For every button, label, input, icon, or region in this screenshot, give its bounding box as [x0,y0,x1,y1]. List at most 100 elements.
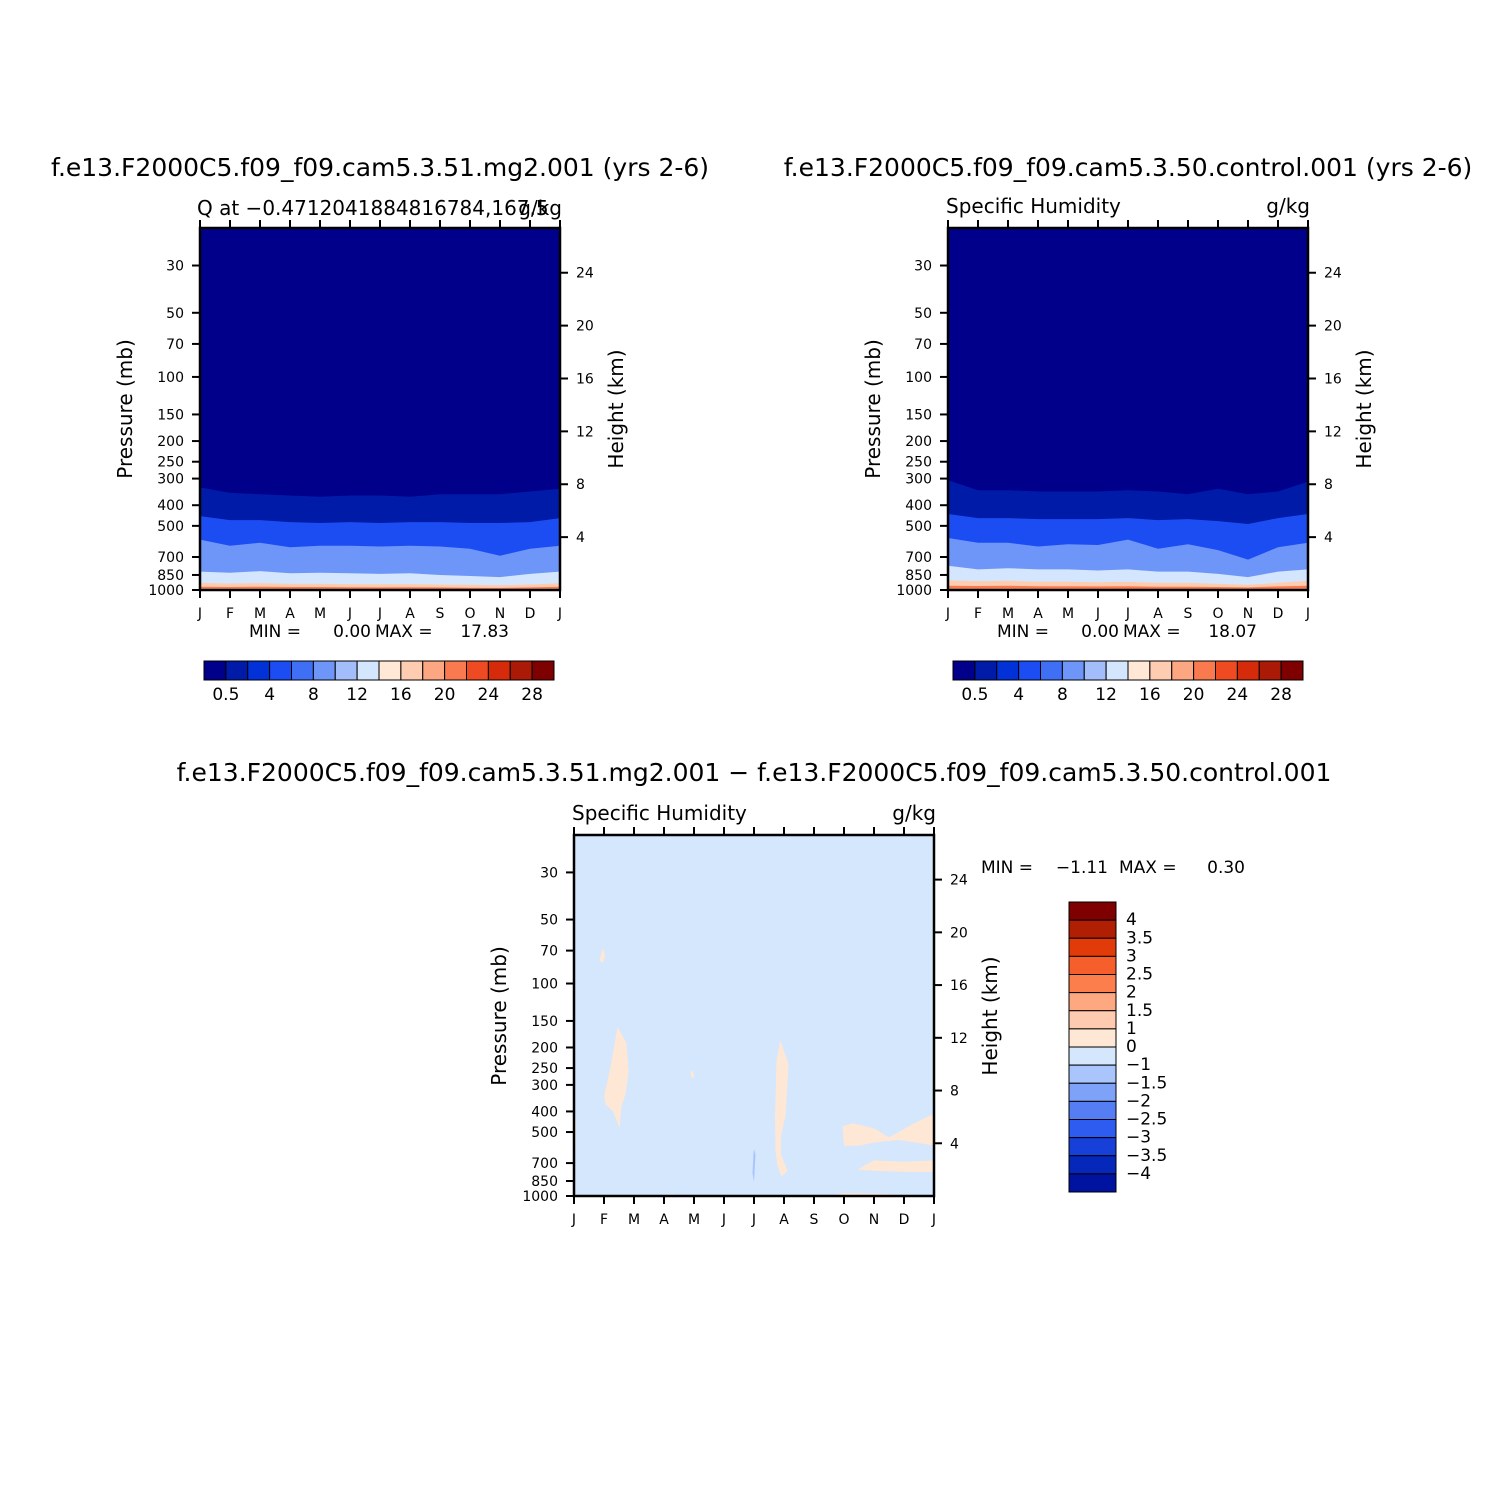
difference-x-tick-label: O [838,1212,849,1228]
control-colorbar-box [952,660,976,681]
control-colorbar-box [996,660,1020,681]
difference-colorbar-box [1068,1100,1117,1120]
control-colorbar-box [1127,660,1151,681]
difference-max-label: MAX = [1119,858,1177,878]
difference-title: f.e13.F2000C5.f09_f09.cam5.3.51.mg2.001 … [177,758,1332,787]
test-x-tick-label: N [495,606,505,622]
test-plot [200,228,560,590]
control-left-label: Specific Humidity [946,194,1121,218]
test-y-right-tick-label: 16 [576,371,594,387]
control-y-right-tick-label: 20 [1324,319,1342,335]
test-x-tick-label: J [347,606,352,622]
test-colorbar-label: 4 [264,685,275,705]
control-colorbar-box [1236,660,1260,681]
control-x-tick-label: J [945,606,950,622]
test-colorbar: 0.5 4 8 12 16 20 24 28 [203,660,555,705]
test-colorbar-box [400,660,424,681]
control-units-label: g/kg [1266,194,1310,218]
difference-ylabel-right: Height (km) [978,956,1002,1075]
control-x-tick-label: M [1002,606,1014,622]
test-y-tick-label: 850 [157,568,184,584]
difference-y-tick-label: 300 [531,1078,558,1094]
difference-colorbar-label: −1 [1126,1055,1151,1075]
difference-max-value: 0.30 [1207,858,1245,878]
control-x-tick-label: D [1273,606,1284,622]
test-x-tick-label: D [525,606,536,622]
test-colorbar-box [247,660,271,681]
difference-positive-region [690,1069,694,1078]
control-y-tick-label: 700 [905,550,932,566]
difference-y-tick-label: 50 [540,913,558,929]
control-x-tick-label: M [1062,606,1074,622]
test-colorbar-box [444,660,467,681]
test-colorbar-box [312,660,336,681]
control-colorbar-label: 24 [1227,685,1249,705]
control-y-tick-label: 150 [905,407,932,423]
test-colorbar-box [225,660,249,681]
difference-colorbar-box [1068,919,1117,939]
control-x-tick-label: N [1243,606,1253,622]
control-y-tick-label: 30 [914,259,932,275]
difference-min-label: MIN = [981,858,1033,878]
difference-y-tick-label: 850 [531,1174,558,1190]
difference-colorbar-box [1068,937,1117,957]
difference-colorbar-label: 2 [1126,983,1137,1003]
difference-colorbar-label: 1.5 [1126,1001,1153,1021]
control-x-tick-label: J [1095,606,1100,622]
difference-x-tick-label: F [600,1212,608,1228]
difference-y-right-tick-label: 8 [950,1084,959,1100]
test-colorbar-box [378,660,402,681]
control-colorbar-label: 12 [1095,685,1117,705]
control-colorbar-label: 20 [1183,685,1205,705]
difference-colorbar-label: 0 [1126,1037,1137,1057]
difference-colorbar-label: −1.5 [1126,1073,1167,1093]
control-colorbar-label: 0.5 [961,685,988,705]
difference-min-value: −1.11 [1056,858,1108,878]
test-colorbar-box [487,660,511,681]
control-y-right-tick-label: 4 [1324,530,1333,546]
difference-colorbar-box [1068,1119,1117,1139]
control-colorbar-box [1149,660,1173,681]
test-colorbar-label: 12 [346,685,368,705]
difference-colorbar-label: −3 [1126,1128,1151,1148]
control-colorbar-box [1040,660,1063,681]
test-left-label: Q at −0.4712041884816784,167.5 [197,196,549,220]
control-colorbar-label: 8 [1057,685,1068,705]
test-colorbar-box [291,660,314,681]
difference-colorbar-label: −3.5 [1126,1146,1167,1166]
control-x-tick-label: J [1125,606,1130,622]
test-ylabel: Pressure (mb) [113,339,137,479]
test-y-tick-label: 500 [157,519,184,535]
control-y-tick-label: 200 [905,434,932,450]
difference-colorbar-box [1068,955,1117,975]
test-colorbar-label: 28 [521,685,543,705]
test-colorbar-label: 20 [434,685,456,705]
test-x-tick-label: J [557,606,562,622]
difference-x-tick-label: M [688,1212,700,1228]
control-colorbar-box [1258,660,1282,681]
difference-colorbar-label: 1 [1126,1019,1137,1039]
difference-positive-region [599,947,606,963]
control-min-value: 0.00 [1081,622,1119,642]
test-y-right-tick-label: 4 [576,530,585,546]
test-y-tick-label: 400 [157,498,184,514]
test-colorbar-box [531,660,555,681]
control-colorbar-box [1215,660,1238,681]
difference-negative-region [752,1148,756,1183]
test-y-tick-label: 700 [157,550,184,566]
difference-colorbar-label: 3.5 [1126,928,1153,948]
control-colorbar: 0.5 4 8 12 16 20 24 28 [952,660,1304,705]
difference-colorbar-box [1068,992,1117,1012]
test-y-tick-label: 200 [157,434,184,450]
difference-x-tick-label: J [751,1212,756,1228]
difference-y-tick-label: 250 [531,1061,558,1077]
control-colorbar-box [1280,660,1304,681]
control-y-right-tick-label: 16 [1324,371,1342,387]
panel-difference: f.e13.F2000C5.f09_f09.cam5.3.51.mg2.001 … [177,758,1332,1228]
difference-x-tick-label: D [899,1212,910,1228]
control-x-tick-label: J [1305,606,1310,622]
control-y-tick-label: 100 [905,370,932,386]
test-units-label: g/kg [518,196,562,220]
difference-y-right-tick-label: 24 [950,873,968,889]
